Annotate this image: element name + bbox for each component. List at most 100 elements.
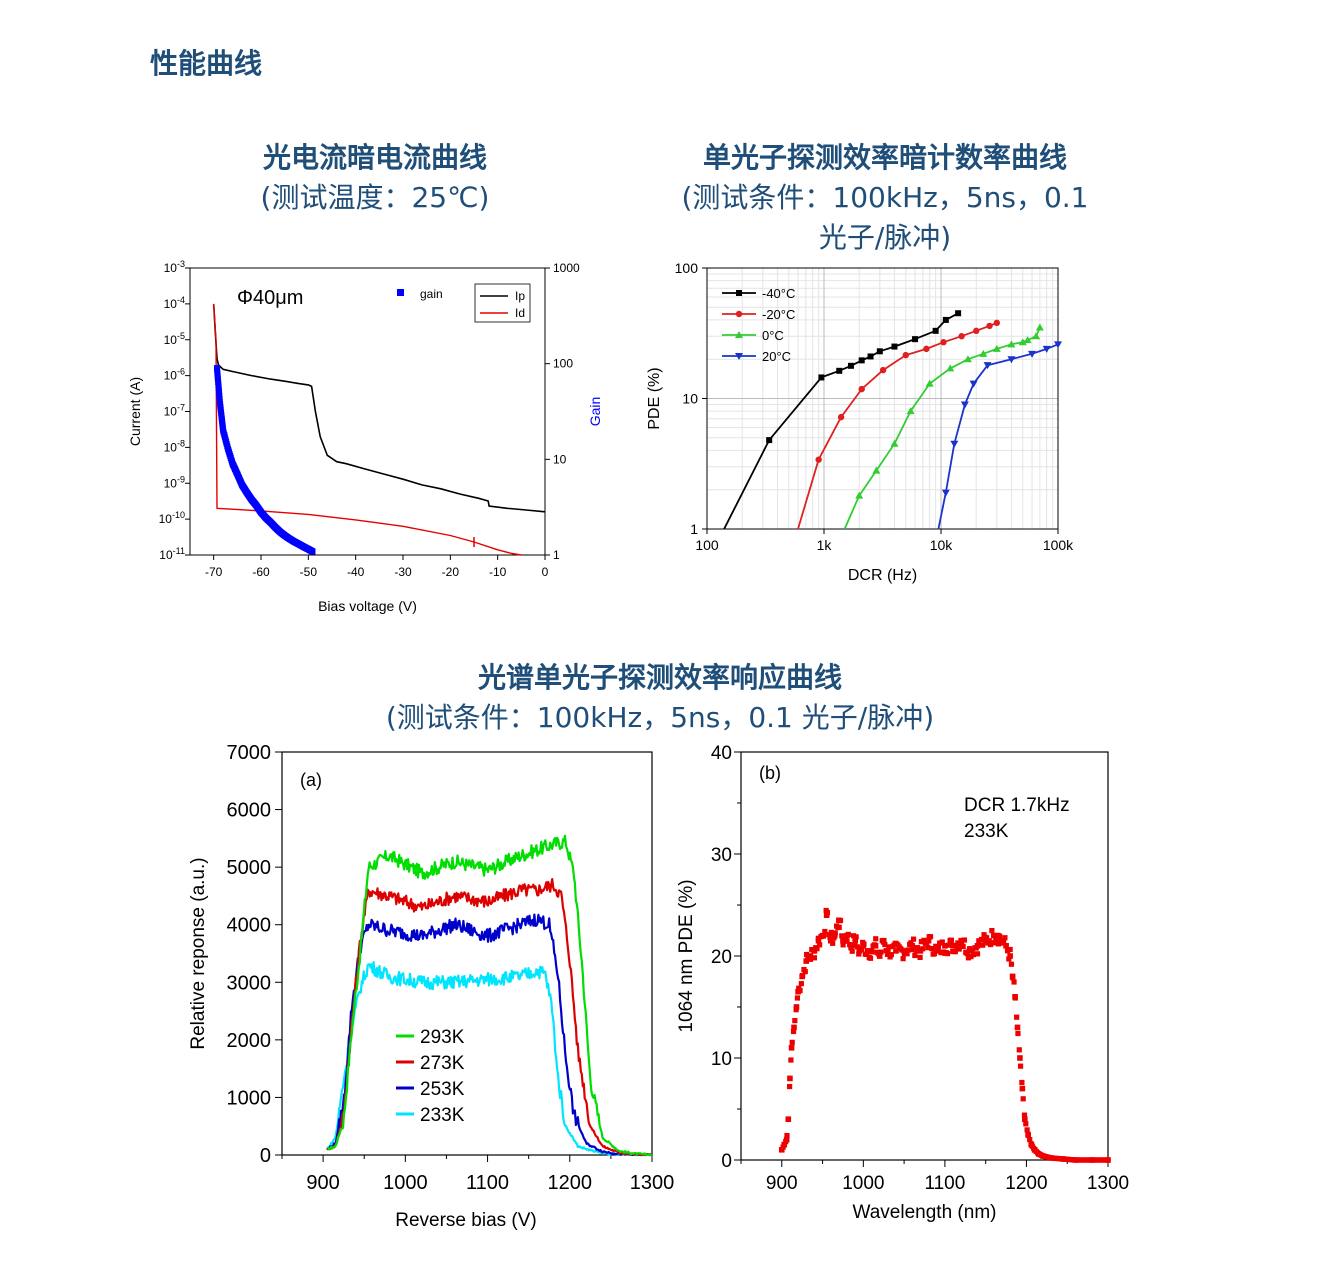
- resp-y-tick-label: 3000: [227, 972, 272, 994]
- pde1064-data-point: [966, 948, 973, 954]
- pde1064-data-point: [1012, 994, 1018, 1000]
- pde1064-data-point: [987, 941, 994, 948]
- pde1064-data-point: [795, 988, 801, 995]
- pde-y-tick-label: 1: [690, 521, 698, 537]
- pde1064-data-point: [848, 943, 854, 949]
- resp-legend-label: 273K: [420, 1053, 465, 1074]
- pde-data-point: [940, 339, 947, 346]
- resp-x-tick-label: 1300: [630, 1172, 675, 1194]
- iv-x-tick-label: -70: [205, 565, 223, 579]
- page-title: 性能曲线: [150, 47, 263, 80]
- resp-plot-frame: [281, 751, 653, 1156]
- pde1064-data-point: [1014, 1014, 1020, 1020]
- pde1064-data-point: [822, 928, 828, 935]
- pde1064-data-point: [970, 952, 977, 958]
- pde1064-data-point: [802, 969, 808, 975]
- spectral-chart-subtitle: (测试条件：100kHz，5ns，0.1 光子/脉冲): [385, 701, 935, 734]
- iv-y2-tick-label: 100: [553, 357, 573, 371]
- iv-chart-heading: 光电流暗电流曲线 (测试温度：25℃): [170, 138, 580, 218]
- pde-legend-label: -40°C: [762, 286, 795, 301]
- pde-x-tick-label: 1k: [817, 537, 833, 553]
- pde1064-data-point: [783, 1136, 790, 1143]
- pde-data-point: [979, 349, 988, 357]
- pde-data-point: [815, 456, 822, 463]
- pde1064-y-tick-label: 40: [711, 743, 732, 764]
- pde1064-data-point: [904, 951, 910, 957]
- pde1064-data-point: [954, 944, 960, 950]
- pde1064-data-point: [852, 942, 858, 948]
- pde1064-data-point: [924, 941, 930, 947]
- pde1064-data-point: [885, 948, 891, 954]
- pde1064-data-point: [961, 937, 968, 943]
- pde1064-y-tick-label: 30: [711, 845, 732, 866]
- pde1064-data-point: [946, 942, 952, 948]
- pde1064-data-point: [1007, 946, 1013, 953]
- pde1064-data-point: [799, 973, 805, 980]
- resp-y-tick-label: 7000: [227, 742, 272, 764]
- pde-data-point: [958, 333, 965, 340]
- legend-id-label: Id: [515, 306, 525, 320]
- pde-legend-marker: [735, 331, 743, 338]
- iv-y-tick-label: 10-9: [164, 474, 185, 490]
- pde-data-point: [973, 327, 980, 335]
- pde1064-data-point: [991, 932, 997, 939]
- pde1064-data-point: [952, 949, 958, 955]
- pde-data-point: [1018, 338, 1027, 346]
- iv-y-tick-label: 10-7: [164, 403, 185, 419]
- pde-chart-heading: 单光子探测效率暗计数率曲线 (测试条件：100kHz，5ns，0.1 光子/脉冲…: [640, 138, 1130, 258]
- pde1064-data-point: [878, 949, 884, 955]
- pde-data-point: [963, 355, 972, 363]
- pde-legend-marker: [735, 353, 743, 360]
- pde-legend-label: 20°C: [762, 349, 791, 364]
- pde1064-data-point: [1105, 1157, 1111, 1163]
- pde1064-data-point: [852, 937, 858, 944]
- pde1064-data-point: [831, 932, 838, 939]
- pde-legend-label: -20°C: [762, 307, 795, 322]
- pde1064-data-point: [864, 948, 871, 954]
- resp-legend-label: 253K: [420, 1079, 465, 1100]
- pde1064-data-point: [1019, 1085, 1026, 1092]
- pde-chart-subtitle-2: 光子/脉冲): [818, 221, 952, 254]
- pde1064-data-point: [1027, 1137, 1033, 1143]
- pde1064-data-point: [844, 938, 850, 944]
- resp-x-tick-label: 900: [306, 1172, 339, 1194]
- iv-y2-tick-label: 1000: [553, 261, 580, 275]
- pde-data-point: [923, 345, 930, 353]
- resp-x-tick-label: 1100: [466, 1172, 509, 1194]
- pde1064-data-point: [1019, 1079, 1025, 1086]
- pde1064-data-point: [1035, 1151, 1042, 1157]
- pde1064-data-point: [1028, 1141, 1035, 1148]
- pde1064-data-point: [914, 945, 921, 951]
- pde1064-data-point: [787, 1083, 793, 1090]
- pde-data-point: [942, 316, 949, 323]
- pde1064-data-point: [827, 937, 834, 944]
- pde1064-y-axis-label: 1064 nm PDE (%): [676, 879, 697, 1032]
- pde-data-point: [890, 439, 899, 447]
- pde1064-data-point: [912, 952, 918, 959]
- iv-x-tick-label: 0: [542, 565, 549, 579]
- pde1064-data-point: [873, 936, 879, 942]
- pde1064-x-axis-label: Wavelength (nm): [853, 1202, 997, 1223]
- pde-data-point: [969, 380, 978, 388]
- pde-data-point: [941, 489, 950, 497]
- pde1064-data-point: [856, 948, 863, 954]
- pde1064-data-point: [787, 1075, 793, 1082]
- pde-data-point: [932, 327, 939, 334]
- pde-data-point: [912, 336, 919, 343]
- pde-data-point: [986, 322, 993, 330]
- pde1064-data-point: [927, 934, 934, 940]
- pde1064-data-point: [817, 942, 823, 948]
- pde-data-point: [902, 351, 909, 359]
- pde1064-data-point: [978, 936, 985, 943]
- pde-data-point: [993, 319, 1001, 327]
- pde1064-data-point: [974, 943, 981, 949]
- pde1064-data-point: [840, 937, 846, 944]
- pde1064-data-point: [791, 1024, 797, 1031]
- pde1064-data-point: [1014, 1024, 1021, 1031]
- resp-legend-label: 233K: [420, 1105, 465, 1126]
- pde1064-data-point: [982, 937, 989, 944]
- pde-data-point: [1028, 350, 1037, 358]
- resp-x-tick-label: 1000: [383, 1172, 428, 1194]
- iv-x-tick-label: -20: [442, 565, 460, 579]
- pde1064-data-point: [827, 934, 833, 941]
